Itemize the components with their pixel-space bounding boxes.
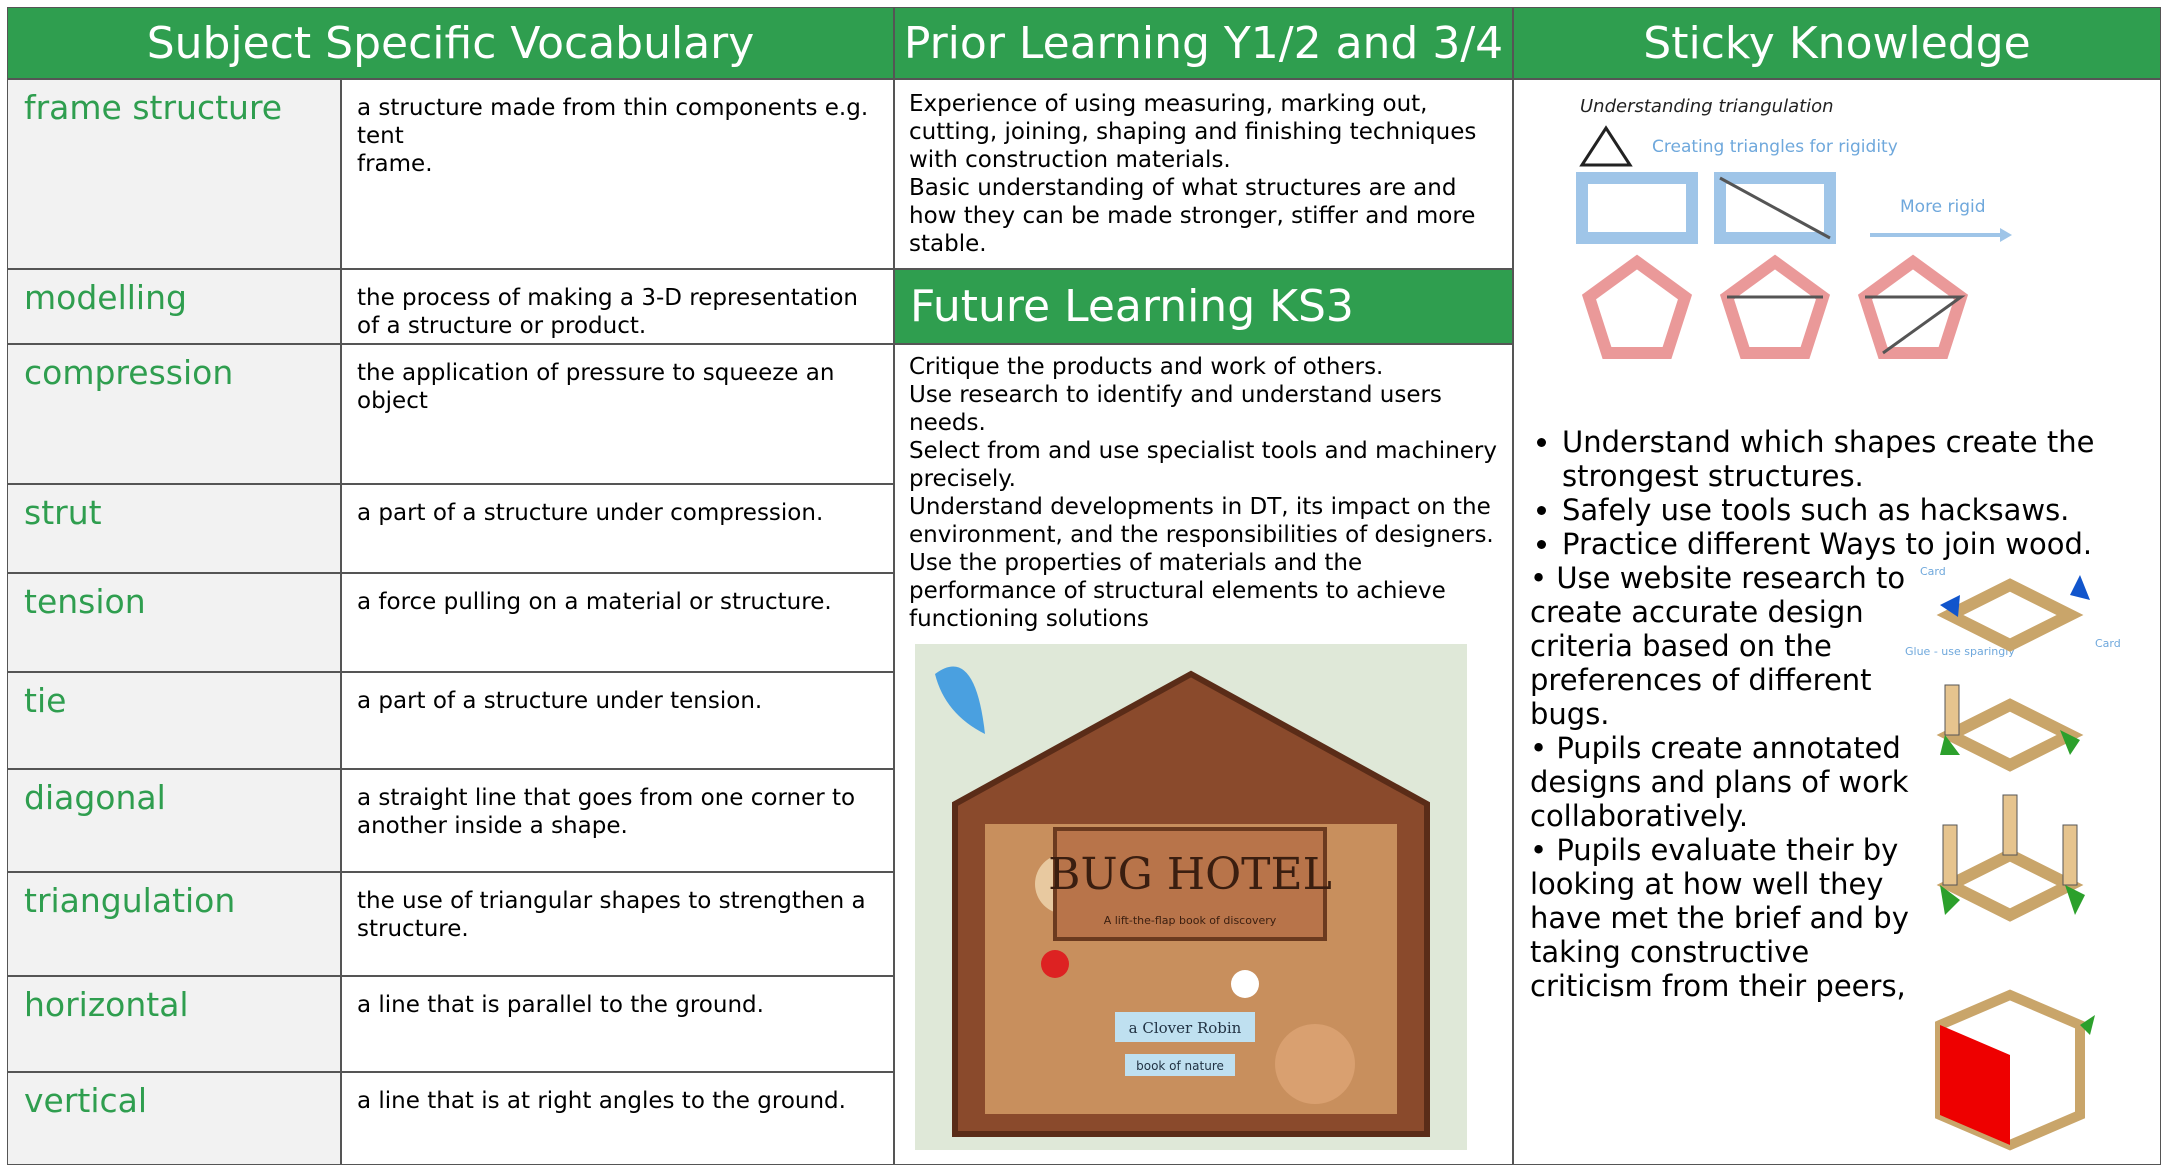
header: Sticky Knowledge <box>1513 7 2161 79</box>
header: Subject Specific Vocabulary <box>7 7 894 79</box>
future-text: Critique the products and work of others… <box>909 353 1504 633</box>
future-header: Future Learning KS3 <box>894 269 1513 344</box>
vocab-definition: a part of a structure under tension. <box>341 672 894 769</box>
vocab-term: strut <box>7 484 341 573</box>
vocab-term: horizontal <box>7 976 341 1072</box>
future-line: Select from and use specialist tools and… <box>909 438 1497 492</box>
vocab-term: tension <box>7 573 341 672</box>
vocab-term: vertical <box>7 1072 341 1165</box>
vocab-term: triangulation <box>7 872 341 976</box>
book-series: book of nature <box>1136 1059 1224 1073</box>
diagram-arrow-label: More rigid <box>1900 197 1986 217</box>
book-author: a Clover Robin <box>1129 1019 1242 1037</box>
cube-label: Card <box>1920 565 1946 578</box>
book-cover: BUG HOTEL A lift-the-flap book of discov… <box>915 644 1467 1150</box>
diagram-caption: Creating triangles for rigidity <box>1652 137 1898 157</box>
sticky-paragraphs: Use website research to create accurate … <box>1530 561 1940 1003</box>
header: Prior Learning Y1/2 and 3/4 <box>894 7 1513 79</box>
prior-line: Experience of using measuring, marking o… <box>909 91 1477 173</box>
vocab-term: diagonal <box>7 769 341 872</box>
bullet: Practice different Ways to join wood. <box>1562 527 2155 561</box>
prior-box <box>894 79 1513 269</box>
vocab-term: compression <box>7 344 341 484</box>
vocab-definition: a force pulling on a material or structu… <box>341 573 894 672</box>
vocab-definition: a line that is parallel to the ground. <box>341 976 894 1072</box>
future-line: Critique the products and work of others… <box>909 354 1384 380</box>
book-title: BUG HOTEL <box>1048 849 1332 900</box>
sticky-bullets: Understand which shapes create the stron… <box>1530 425 2155 561</box>
future-line: Use the properties of materials and the … <box>909 550 1446 632</box>
vocab-definition: a line that is at right angles to the gr… <box>341 1072 894 1165</box>
prior-line: Basic understanding of what structures a… <box>909 175 1476 257</box>
book-subtitle: A lift-the-flap book of discovery <box>1104 914 1277 927</box>
cube-label: Card corners <box>2095 637 2120 650</box>
bullet-paragraph: Use website research to create accurate … <box>1530 561 1940 731</box>
cube-label: Glue - use sparingly <box>1905 645 2015 658</box>
bullet-paragraph: Pupils evaluate their by looking at how … <box>1530 833 1940 1003</box>
vocab-definition: the application of pressure to squeeze a… <box>341 344 894 484</box>
vocab-definition: the process of making a 3-D representati… <box>341 269 894 344</box>
vocab-term: frame structure <box>7 79 341 269</box>
bullet-paragraph: Pupils create annotated designs and plan… <box>1530 731 1940 833</box>
triangulation-diagram: Understanding triangulation Creating tri… <box>1576 96 2012 359</box>
vocab-term: tie <box>7 672 341 769</box>
vocab-term: modelling <box>7 269 341 344</box>
prior-text: Experience of using measuring, marking o… <box>909 90 1504 258</box>
future-line: Use research to identify and understand … <box>909 382 1442 436</box>
vocab-definition: a part of a structure under compression. <box>341 484 894 573</box>
vocab-definition: a straight line that goes from one corne… <box>341 769 894 872</box>
future-line: Understand developments in DT, its impac… <box>909 494 1494 548</box>
cube-diagram: Card Glue - use sparingly Card corners <box>1905 565 2120 1151</box>
vocab-definition: the use of triangular shapes to strength… <box>341 872 894 976</box>
bullet: Safely use tools such as hacksaws. <box>1562 493 2155 527</box>
vocab-definition: a structure made from thin components e.… <box>341 79 894 269</box>
diagram-title: Understanding triangulation <box>1580 96 1834 117</box>
bullet: Understand which shapes create the stron… <box>1562 425 2155 493</box>
